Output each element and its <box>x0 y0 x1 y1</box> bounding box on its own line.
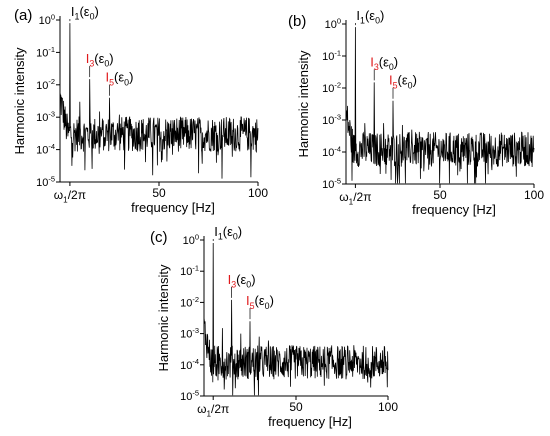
y-tick-label: 10-4 <box>36 142 55 157</box>
y-tick-label: 10-5 <box>180 388 199 403</box>
panel-label: (b) <box>288 13 306 30</box>
x-tick-label-omega: ω1/2π <box>339 190 371 206</box>
y-tick-label: 100 <box>183 232 199 247</box>
y-tick-label: 10-1 <box>180 264 199 279</box>
y-tick-label: 10-1 <box>322 48 341 63</box>
x-tick-label-omega: ω1/2π <box>197 402 229 418</box>
x-tick-label: 100 <box>524 188 544 202</box>
spectrum-line <box>59 23 259 179</box>
y-tick-label: 10-5 <box>36 174 55 189</box>
y-tick-label: 10-5 <box>322 176 341 191</box>
x-tick-label: 50 <box>289 400 303 414</box>
harmonic-label-3: I3(ε0) <box>86 51 114 69</box>
harmonic-label-5: I5(ε0) <box>246 293 274 311</box>
harmonic-label-5: I5(ε0) <box>106 70 134 88</box>
spectrum-line <box>203 242 389 396</box>
y-tick-label: 10-3 <box>322 112 341 127</box>
x-tick-label: 50 <box>152 186 166 200</box>
x-axis-label: frequency [Hz] <box>131 200 215 215</box>
y-axis-label: Harmonic intensity <box>156 264 171 371</box>
y-axis-label: Harmonic intensity <box>12 47 27 154</box>
chart-panel-b: (b) 100 10-1 10-2 10-3 10-4 10-5 50 100 ω1/2π freq… <box>288 8 544 217</box>
y-tick-label: 10-2 <box>180 295 199 310</box>
y-tick-label: 10-4 <box>322 144 341 159</box>
y-tick-label: 10-4 <box>180 357 199 372</box>
panel-label: (c) <box>150 229 168 246</box>
x-axis-label: frequency [Hz] <box>412 202 496 217</box>
chart-panel-a: (a) 100 10-1 10-2 10-3 10-4 10-5 50 100 ω1/2π freq… <box>12 4 268 215</box>
y-tick-label: 10-3 <box>180 326 199 341</box>
harmonic-label-1: I1(ε0) <box>71 4 99 22</box>
harmonic-label-3: I3(ε0) <box>370 54 398 72</box>
harmonic-label-3: I3(ε0) <box>228 272 256 290</box>
x-tick-label: 50 <box>433 188 447 202</box>
harmonic-label-5: I5(ε0) <box>389 73 417 91</box>
x-tick-label-omega: ω1/2π <box>54 188 86 204</box>
x-tick-label: 100 <box>378 400 398 414</box>
panel-label: (a) <box>14 7 32 24</box>
y-tick-label: 100 <box>325 16 341 31</box>
y-tick-label: 100 <box>39 12 55 27</box>
y-tick-label: 10-3 <box>36 110 55 125</box>
chart-panel-c: (c) 100 10-1 10-2 10-3 10-4 10-5 50 100 ω1/2π freq… <box>150 224 398 429</box>
y-axis-label: Harmonic intensity <box>296 50 311 157</box>
harmonic-label-1: I1(ε0) <box>356 8 384 26</box>
x-tick-label: 100 <box>248 186 268 200</box>
y-tick-label: 10-1 <box>36 45 55 60</box>
harmonic-label-1: I1(ε0) <box>214 224 242 242</box>
y-tick-label: 10-2 <box>322 80 341 95</box>
x-axis-label: frequency [Hz] <box>268 414 352 429</box>
spectrum-line <box>345 27 535 184</box>
y-tick-label: 10-2 <box>36 77 55 92</box>
